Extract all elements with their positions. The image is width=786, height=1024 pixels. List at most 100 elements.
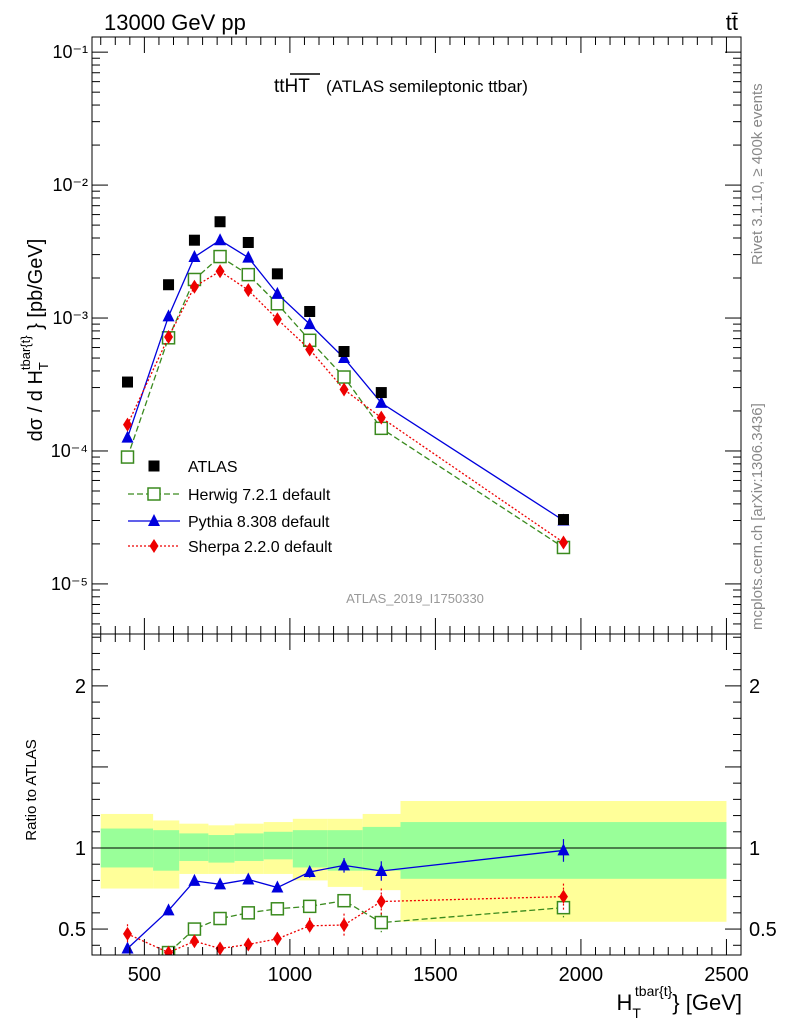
main-y-tick-label: 10⁻¹ [52,42,88,62]
header-process-label: tt̄ [726,10,738,35]
main-point-herwig-7-2-1-default [241,267,256,282]
main-line-sherpa-2-2-0-default [126,270,564,544]
main-point-sherpa-2-2-0-default [305,342,315,357]
ratio-point-pythia-8-308-default [557,843,570,856]
main-point-pythia-8-308-default [188,249,201,262]
ratio-point-pythia-8-308-default [162,903,175,916]
rivet-version-label: Rivet 3.1.10, ≥ 400k events [749,83,766,265]
ratio-y-tick-label-right: 0.5 [749,919,777,941]
main-point-herwig-7-2-1-default [337,370,351,384]
main-y-tick-label: 10⁻² [52,175,88,195]
ratio-point-sherpa-2-2-0-default [272,931,282,946]
ratio-point-herwig-7-2-1-default [213,911,227,926]
main-point-sherpa-2-2-0-default [376,410,386,425]
ratio-series-group [121,839,571,955]
ratio-line-pythia-8-308-default [127,849,564,949]
ratio-point-herwig-7-2-1-default [241,906,256,920]
main-point-herwig-7-2-1-default [120,450,135,464]
main-point-sherpa-2-2-0-default [123,417,133,432]
ratio-point-sherpa-2-2-0-default [215,941,225,955]
main-point-pythia-8-308-default [214,233,227,246]
ratio-series-herwig-7-2-1-default [159,893,571,955]
legend-marker-atlas [148,460,160,472]
ratio-x-tick-label: 2500 [704,964,749,986]
main-line-herwig-7-2-1-default [126,255,564,549]
main-point-sherpa-2-2-0-default [272,312,282,327]
ratio-line-herwig-7-2-1-default [159,900,564,955]
main-axes: 10⁻⁵ 10⁻⁴ 10⁻³ 10⁻² 10⁻¹ [51,37,741,634]
ratio-point-pythia-8-308-default [188,873,201,886]
main-y-axis-title: dσ / d HTtbar{t} } [pb/GeV] [18,239,51,442]
ratio-point-sherpa-2-2-0-default [339,918,349,933]
mcplots-label: mcplots.cern.ch [arXiv:1306.3436] [749,403,766,630]
main-point-atlas [214,216,226,228]
ratio-y-tick-label-right: 2 [749,676,760,698]
ratio-band-inner [234,833,264,861]
main-point-pythia-8-308-default [242,250,255,263]
main-y-tick-label: 10⁻⁴ [51,441,88,461]
ratio-point-pythia-8-308-default [271,880,284,893]
ratio-point-herwig-7-2-1-default [187,922,202,936]
ratio-series-pythia-8-308-default [121,839,570,954]
ratio-point-sherpa-2-2-0-default [305,918,315,933]
main-point-sherpa-2-2-0-default [243,283,253,298]
main-point-herwig-7-2-1-default [270,297,285,311]
main-series-group [120,216,571,555]
ratio-y-axis-title: Ratio to ATLAS [23,739,40,840]
main-point-sherpa-2-2-0-default [164,329,174,344]
ratio-point-herwig-7-2-1-default [270,902,285,916]
legend-label-pythia-8-308-default: Pythia 8.308 default [188,514,330,531]
main-point-atlas [188,234,200,246]
ratio-point-sherpa-2-2-0-default [376,894,386,909]
ratio-point-sherpa-2-2-0-default [558,889,568,904]
main-point-atlas [338,346,350,358]
main-point-atlas [242,236,254,248]
main-point-atlas [163,279,175,291]
ratio-point-pythia-8-308-default [242,872,255,885]
ratio-x-tick-label: 1000 [268,964,313,986]
main-point-sherpa-2-2-0-default [339,382,349,397]
legend-label-herwig-7-2-1-default: Herwig 7.2.1 default [188,487,331,504]
legend-label-atlas: ATLAS [188,459,238,476]
main-point-pythia-8-308-default [162,309,175,322]
ratio-x-tick-label: 2000 [559,964,604,986]
ratio-point-pythia-8-308-default [121,941,134,954]
ratio-point-pythia-8-308-default [375,864,388,877]
ratio-band-inner [263,831,293,860]
legend-marker-pythia-8-308-default [148,514,160,526]
main-point-atlas [271,268,283,280]
ratio-point-pythia-8-308-default [338,858,351,871]
legend: ATLAS Herwig 7.2.1 default Pythia 8.308 de… [128,459,333,556]
ratio-uncertainty-bands [100,800,727,922]
plot-subtitle: (ATLAS semileptonic ttbar) [326,77,528,96]
ratio-point-pythia-8-308-default [303,864,316,877]
ratio-y-tick-label-left: 2 [75,676,86,698]
main-point-herwig-7-2-1-default [213,249,227,264]
ratio-point-sherpa-2-2-0-default [189,934,199,949]
main-point-sherpa-2-2-0-default [558,535,568,550]
ratio-point-sherpa-2-2-0-default [164,945,174,955]
header-collision-label: 13000 GeV pp [104,10,246,35]
main-point-pythia-8-308-default [121,430,134,443]
main-point-pythia-8-308-default [375,395,388,408]
ratio-axes: 0.5 0.51 12 2500 1000 1500 2000 2500 [58,634,777,986]
main-point-pythia-8-308-default [338,351,351,364]
ratio-band-inner [153,830,180,871]
analysis-id: ATLAS_2019_I1750330 [346,591,484,606]
ratio-plot-frame [91,633,742,956]
ratio-point-pythia-8-308-default [214,877,227,890]
main-y-tick-label: 10⁻³ [52,308,88,328]
legend-marker-sherpa-2-2-0-default [149,539,159,553]
ratio-band-inner [208,835,235,863]
main-point-atlas [122,376,134,388]
legend-marker-herwig-7-2-1-default [147,487,161,501]
plot-title: ttHT [274,76,310,97]
main-point-atlas [304,305,316,317]
ratio-point-sherpa-2-2-0-default [243,937,253,952]
ratio-x-tick-label: 1500 [413,964,458,986]
ratio-y-tick-label-left: 0.5 [58,919,86,941]
ratio-point-herwig-7-2-1-default [374,915,389,930]
ratio-series-sherpa-2-2-0-default [123,883,568,955]
main-point-atlas [557,514,569,526]
